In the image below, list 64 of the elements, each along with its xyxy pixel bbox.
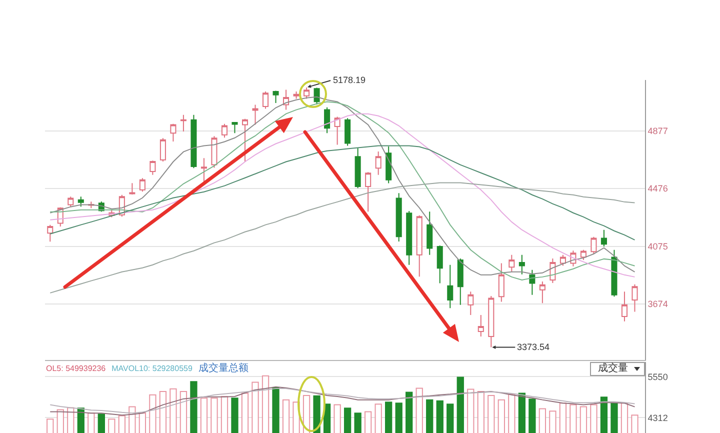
candlestick <box>632 284 638 312</box>
candlestick <box>314 87 320 105</box>
candlestick <box>211 136 218 168</box>
candlestick <box>478 314 484 338</box>
annotation: 5178.19 <box>333 75 366 85</box>
candlestick <box>518 254 525 275</box>
candlestick <box>406 210 412 266</box>
candlestick <box>262 91 269 110</box>
annotation: 成交量总额 <box>198 363 248 375</box>
candlestick <box>560 254 566 266</box>
candlestick <box>529 269 536 296</box>
candlestick <box>78 196 84 208</box>
y-tick-label: 4877 <box>648 126 668 136</box>
candlestick <box>47 224 54 242</box>
candlestick <box>160 138 166 162</box>
candlestick <box>426 211 433 256</box>
candlestick <box>170 123 176 142</box>
candlestick <box>375 151 382 176</box>
candlestick <box>344 118 351 146</box>
y-tick-label: 4312 <box>648 412 668 423</box>
candlestick <box>447 264 454 309</box>
candlestick <box>324 106 330 134</box>
candlestick <box>232 122 238 134</box>
candlestick <box>334 116 340 146</box>
candlestick <box>416 214 422 278</box>
candlestick <box>283 89 290 110</box>
candlestick <box>621 291 628 322</box>
line-series <box>50 182 636 294</box>
candlestick <box>396 192 402 242</box>
candlestick <box>354 148 361 189</box>
candlestick <box>386 146 392 184</box>
y-tick-label: 4075 <box>648 241 668 252</box>
annotation: OL5: 549939236 <box>46 363 106 375</box>
candlestick <box>139 178 146 192</box>
candlestick <box>539 281 546 304</box>
y-tick-label: 5550 <box>648 372 668 382</box>
candlestick <box>221 123 228 138</box>
candlestick <box>611 249 618 298</box>
annotation: 成交量 <box>598 363 628 375</box>
candlestick <box>190 114 197 169</box>
candlestick <box>436 245 443 284</box>
candlestick <box>150 160 156 176</box>
line-series <box>50 145 636 240</box>
candlestick <box>242 118 248 162</box>
annotation: 3373.54 <box>517 342 550 352</box>
dropdown: 成交量 <box>590 362 645 376</box>
candlestick <box>457 258 464 306</box>
candlestick <box>468 291 474 316</box>
candlestick <box>488 295 494 348</box>
candlestick <box>304 86 310 100</box>
annotation: MAVOL10: 529280559 <box>112 363 192 375</box>
candlestick <box>293 91 300 100</box>
candlestick <box>272 90 279 104</box>
candlestick <box>252 104 258 126</box>
candlestick <box>68 196 74 208</box>
candlestick <box>600 229 607 248</box>
candlestick <box>498 262 504 302</box>
candlestick <box>365 172 372 212</box>
y-tick-label: 4476 <box>648 184 668 194</box>
candlestick <box>590 236 597 254</box>
candlestick <box>129 182 136 195</box>
candlestick <box>508 254 515 272</box>
candlestick <box>180 114 186 132</box>
y-tick-label: 3674 <box>648 299 668 310</box>
